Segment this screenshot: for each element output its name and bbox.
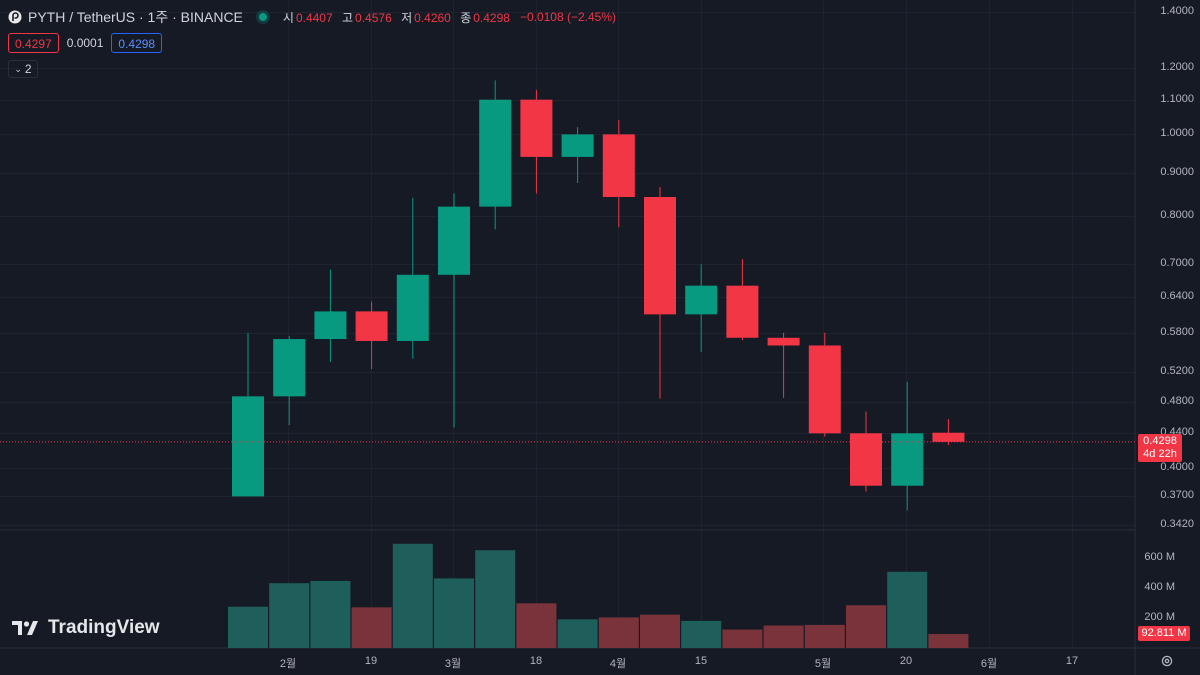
price-change: −0.0108 (−2.45%) [519, 10, 617, 24]
volume-bar [846, 605, 886, 648]
pyth-logo-icon [8, 10, 22, 24]
candle-body [232, 396, 264, 497]
volume-axis-label: 200 M [1144, 611, 1175, 623]
candle-body [314, 311, 347, 340]
volume-bar [475, 550, 516, 648]
volume-bar [269, 583, 310, 648]
candle-body [273, 339, 306, 397]
volume-bars [228, 543, 969, 648]
price-axis-label: 0.3420 [1160, 518, 1194, 531]
price-axis-label: 0.8000 [1160, 208, 1194, 221]
volume-bar [763, 625, 804, 648]
candle-body [644, 196, 676, 315]
price-axis-label: 1.0000 [1160, 127, 1194, 140]
time-axis-label: 4월 [609, 658, 627, 670]
market-status-icon [258, 13, 267, 21]
candlesticks [232, 80, 965, 511]
price-axis-label: 1.4000 [1160, 4, 1194, 17]
candle-body [396, 274, 429, 341]
time-axis-label: 2월 [279, 658, 297, 670]
volume-bar [804, 624, 845, 648]
price-axis-label: 0.9000 [1160, 165, 1194, 178]
candle-body [726, 285, 759, 338]
watermark-text: TradingView [48, 617, 160, 638]
price-axis-label: 0.5800 [1160, 325, 1194, 338]
price-axis-label: 0.3700 [1160, 489, 1194, 502]
volume-bar [351, 607, 392, 648]
price-axis-label: 1.1000 [1160, 92, 1194, 105]
time-axis-label: 19 [364, 655, 378, 667]
volume-bar [228, 606, 268, 648]
open-value: 0.4407 [295, 10, 333, 25]
time-axis-label: 18 [529, 655, 543, 667]
candle-body [808, 345, 841, 434]
open-label: 시 [282, 10, 294, 25]
time-axis-label: 5월 [814, 658, 832, 670]
time-axis-label: 17 [1065, 655, 1079, 667]
settings-gear-icon[interactable] [1160, 654, 1174, 668]
price-axis-label: 1.2000 [1160, 61, 1194, 73]
volume-bar [640, 614, 680, 648]
candle-body [767, 337, 800, 346]
tradingview-logo-icon [12, 621, 38, 635]
buy-button[interactable]: 0.4298 [111, 33, 163, 53]
low-value: 0.4260 [414, 10, 451, 25]
candle-body [850, 433, 882, 486]
volume-bar [392, 543, 433, 648]
volume-axis-label: 400 M [1144, 581, 1175, 593]
time-axis-label: 6월 [980, 658, 998, 670]
candle-body [438, 206, 470, 275]
indicators-toggle-button[interactable]: ⌄ 2 [8, 60, 38, 78]
bar-countdown: 4d 22h [1143, 448, 1177, 460]
candle-body [602, 134, 635, 197]
high-label: 고 [342, 10, 354, 25]
symbol-title[interactable]: PYTH / TetherUS · 1주 · BINANCE [28, 9, 243, 25]
volume-bar [598, 617, 639, 648]
indicators-count: 2 [24, 62, 32, 76]
volume-axis-label: 600 M [1144, 551, 1175, 563]
volume-bar [722, 629, 763, 648]
price-axis-label: 0.4000 [1160, 461, 1194, 473]
current-price-value: 0.4298 [1143, 435, 1177, 447]
price-axis-label: 0.6400 [1160, 289, 1194, 302]
chevron-down-icon: ⌄ [14, 63, 22, 74]
candle-body [891, 433, 924, 486]
close-label: 종 [460, 10, 472, 25]
volume-bar [310, 580, 351, 648]
volume-bar [516, 603, 557, 648]
volume-bar [928, 634, 969, 648]
current-price-badge: 0.4298 4d 22h [1138, 434, 1182, 462]
ohlc-values: 시 0.4407 고 0.4576 저 0.4260 종 0.4298 [283, 9, 516, 26]
symbol-header[interactable]: PYTH / TetherUS · 1주 · BINANCE 시 0.4407 고… [8, 6, 616, 28]
time-axis-label: 15 [694, 655, 708, 667]
price-axis-label: 0.5200 [1160, 365, 1194, 378]
price-axis-label: 0.7000 [1160, 257, 1194, 270]
time-axis-label: 3월 [444, 658, 462, 670]
candle-body [520, 99, 553, 157]
high-value: 0.4576 [355, 10, 392, 25]
candle-body [355, 311, 388, 341]
volume-bar [557, 619, 598, 648]
candle-body [932, 432, 965, 442]
volume-bar [434, 578, 474, 648]
spread-value: 0.0001 [66, 36, 104, 50]
price-grid [0, 0, 1135, 648]
volume-bar [681, 620, 722, 648]
trade-panel: 0.4297 0.0001 0.4298 [8, 33, 163, 53]
close-value: 0.4298 [473, 10, 510, 25]
candle-body [479, 99, 512, 207]
time-axis-label: 20 [899, 655, 913, 667]
low-label: 저 [401, 10, 413, 25]
current-volume-badge: 92.811 M [1138, 626, 1190, 641]
candle-body [561, 134, 594, 157]
price-axis-label: 0.4800 [1160, 394, 1194, 407]
volume-bar [887, 571, 928, 648]
sell-button[interactable]: 0.4297 [8, 33, 59, 53]
tradingview-watermark[interactable]: TradingView [12, 617, 160, 639]
candle-body [685, 285, 718, 315]
